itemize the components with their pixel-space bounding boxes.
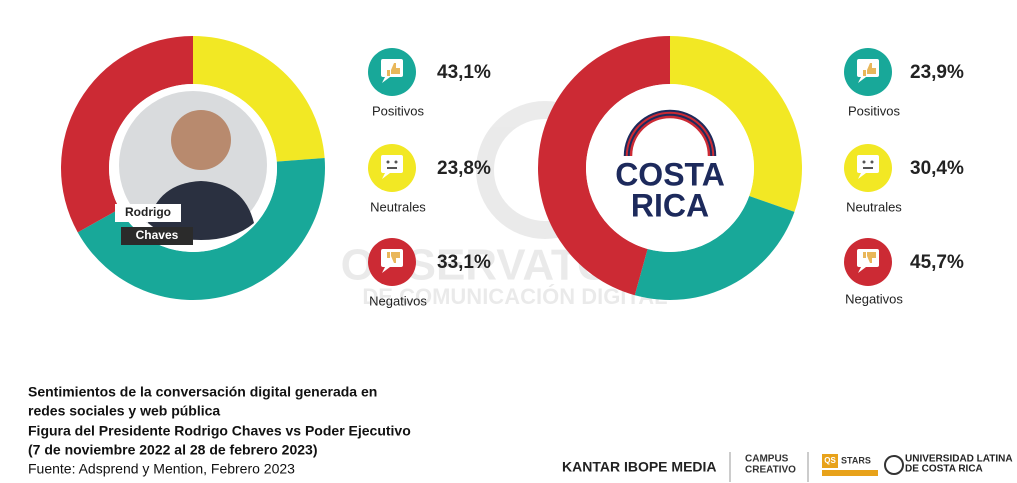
qs-logo: QS (824, 456, 836, 465)
logo-arc (627, 113, 713, 157)
qs-badge (822, 454, 838, 468)
logo-arc (625, 111, 715, 157)
legend-label: Neutrales (846, 199, 902, 214)
name-tag-text: Rodrigo (125, 205, 171, 219)
value-label: 43,1% (437, 62, 491, 83)
thumb-down (387, 252, 400, 263)
name-tag-text: Chaves (136, 228, 179, 242)
ulatina-logo: UNIVERSIDAD LATINA (905, 454, 1013, 465)
icon-bubble-tail (382, 267, 390, 273)
logo-text: RICA (631, 187, 709, 223)
donut-segment (60, 36, 193, 233)
caption-line: Sentimientos de la conversación digital … (28, 384, 377, 400)
legend-label: Neutrales (370, 199, 426, 214)
caption-line: redes sociales y web pública (28, 403, 220, 419)
name-tag (121, 227, 193, 245)
charts: Rodrigo Chaves 43,1% Positivos 23,8% Neutrale… (60, 36, 964, 308)
value-label: 23,9% (910, 62, 964, 83)
legend-label: Negativos (369, 293, 427, 308)
legend-label: Positivos (848, 103, 901, 118)
caption: Sentimientos de la conversación digital … (28, 384, 411, 477)
thumb-up (863, 63, 876, 76)
logos: KANTAR IBOPE MEDIA CAMPUS CREATIVO QS ST… (562, 452, 1013, 482)
campus-logo: CAMPUS (745, 454, 789, 465)
stars-bar (822, 470, 878, 476)
value-label: 45,7% (910, 252, 964, 273)
caption-line: (7 de noviembre 2022 al 28 de febrero 20… (28, 442, 317, 458)
icon-bubble-tail (382, 173, 390, 179)
donut-segment (634, 195, 795, 301)
icon-bubble (857, 155, 879, 173)
value-label: 30,4% (910, 158, 964, 179)
name-tag (115, 204, 181, 222)
stars-logo: STARS (841, 455, 871, 465)
ulatina-logo: DE COSTA RICA (905, 464, 983, 475)
face-eye (394, 160, 398, 164)
ulatina-emblem (884, 455, 904, 475)
face-eye (870, 160, 874, 164)
logo-arc (629, 115, 711, 157)
legend-label: Positivos (372, 103, 425, 118)
portrait-head (171, 110, 231, 170)
icon-bubble-tail (382, 77, 390, 83)
thumb-down (863, 252, 876, 263)
kantar-logo: KANTAR IBOPE MEDIA (562, 459, 717, 475)
icon-bubble (381, 155, 403, 173)
caption-source: Fuente: Adsprend y Mention, Febrero 2023 (28, 461, 295, 477)
face-eye (862, 160, 866, 164)
legend-label: Negativos (845, 291, 903, 306)
icon-bubble-tail (858, 173, 866, 179)
donut-segment (538, 36, 670, 296)
logo-arc (623, 109, 717, 157)
face-eye (386, 160, 390, 164)
portrait-suit (148, 181, 254, 240)
icon-bubble-tail (858, 267, 866, 273)
value-label: 33,1% (437, 252, 491, 273)
donut-segment (670, 36, 802, 212)
icon-bubble-tail (858, 77, 866, 83)
thumb-up (387, 63, 400, 76)
campus-logo: CREATIVO (745, 465, 796, 476)
value-label: 23,8% (437, 158, 491, 179)
donut-segment (77, 158, 325, 300)
caption-line: Figura del Presidente Rodrigo Chaves vs … (28, 423, 411, 439)
logo-text: COSTA (615, 156, 725, 192)
donut-center (586, 84, 754, 252)
donut-segment (193, 36, 325, 162)
